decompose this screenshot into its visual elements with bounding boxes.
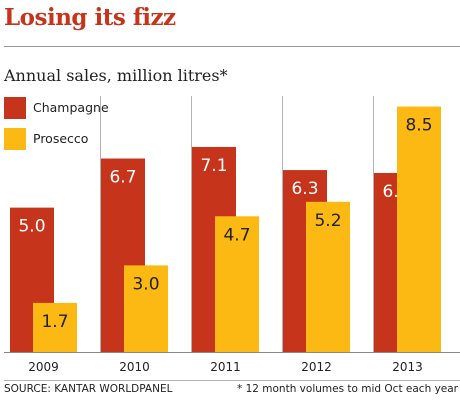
x-tick-label: 2012 — [301, 360, 332, 374]
footnote: * 12 month volumes to mid Oct each year — [236, 383, 458, 395]
chart-subtitle: Annual sales, million litres* — [4, 66, 228, 85]
bar-prosecco-2011 — [215, 216, 259, 352]
bar-prosecco-2012 — [306, 201, 350, 352]
data-label: 7.1 — [200, 156, 227, 176]
title-divider — [4, 46, 460, 47]
x-tick-label: 2010 — [119, 360, 150, 374]
data-label: 6.3 — [291, 179, 318, 199]
data-label: 6.7 — [109, 168, 136, 188]
data-label: 5.0 — [18, 217, 45, 237]
bar-prosecco-2013 — [397, 106, 441, 352]
source-note: SOURCE: KANTAR WORLDPANEL — [4, 383, 173, 395]
x-tick-label: 2011 — [210, 360, 241, 374]
legend-label: Champagne — [33, 100, 109, 115]
data-label: 3.0 — [132, 274, 159, 294]
legend-swatch-champagne — [4, 97, 26, 119]
legend-swatch-prosecco — [4, 128, 26, 150]
legend-label: Prosecco — [33, 131, 88, 146]
footer-divider — [4, 380, 460, 381]
data-label: 1.7 — [41, 312, 68, 332]
data-label: 8.5 — [405, 116, 432, 136]
bar-prosecco-2010 — [124, 265, 168, 352]
data-label: 4.7 — [223, 225, 250, 245]
data-label: 5.2 — [314, 211, 341, 231]
x-tick-label: 2009 — [28, 360, 59, 374]
chart-title: Losing its fizz — [4, 4, 176, 31]
x-tick-label: 2013 — [392, 360, 423, 374]
bar-prosecco-2009 — [33, 302, 77, 352]
